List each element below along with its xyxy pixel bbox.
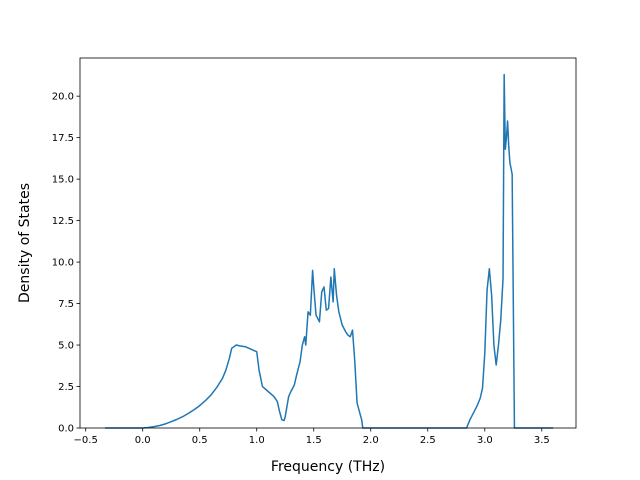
y-tick-label: 10.0 xyxy=(52,258,74,269)
x-tick-label: 2.0 xyxy=(363,435,379,446)
y-tick-label: 17.5 xyxy=(52,133,74,144)
x-tick-label: 1.5 xyxy=(306,435,322,446)
x-tick-label: 0.0 xyxy=(135,435,151,446)
x-axis-label: Frequency (THz) xyxy=(271,459,385,475)
y-tick-label: 20.0 xyxy=(52,92,74,103)
y-tick-label: 15.0 xyxy=(52,175,74,186)
plot-area xyxy=(105,73,554,429)
x-tick-label: −0.5 xyxy=(74,435,98,446)
y-tick-label: 7.5 xyxy=(58,299,74,310)
y-tick-label: 5.0 xyxy=(58,341,74,352)
y-tick-label: 2.5 xyxy=(58,382,74,393)
y-tick-label: 12.5 xyxy=(52,216,74,227)
x-tick-label: 3.5 xyxy=(534,435,550,446)
axes-frame xyxy=(79,57,577,429)
dos-line xyxy=(105,73,554,429)
y-tick-label: 0.0 xyxy=(58,424,74,435)
x-tick-label: 3.0 xyxy=(477,435,493,446)
x-tick-label: 0.5 xyxy=(192,435,208,446)
y-axis-label: Density of States xyxy=(17,183,33,303)
x-tick-label: 1.0 xyxy=(249,435,265,446)
x-tick-label: 2.5 xyxy=(420,435,436,446)
axis-ticks: −0.5 0.0 0.5 1.0 1.5 2.0 2.5 3.0 3.50.02.55.07.5… xyxy=(52,92,550,446)
